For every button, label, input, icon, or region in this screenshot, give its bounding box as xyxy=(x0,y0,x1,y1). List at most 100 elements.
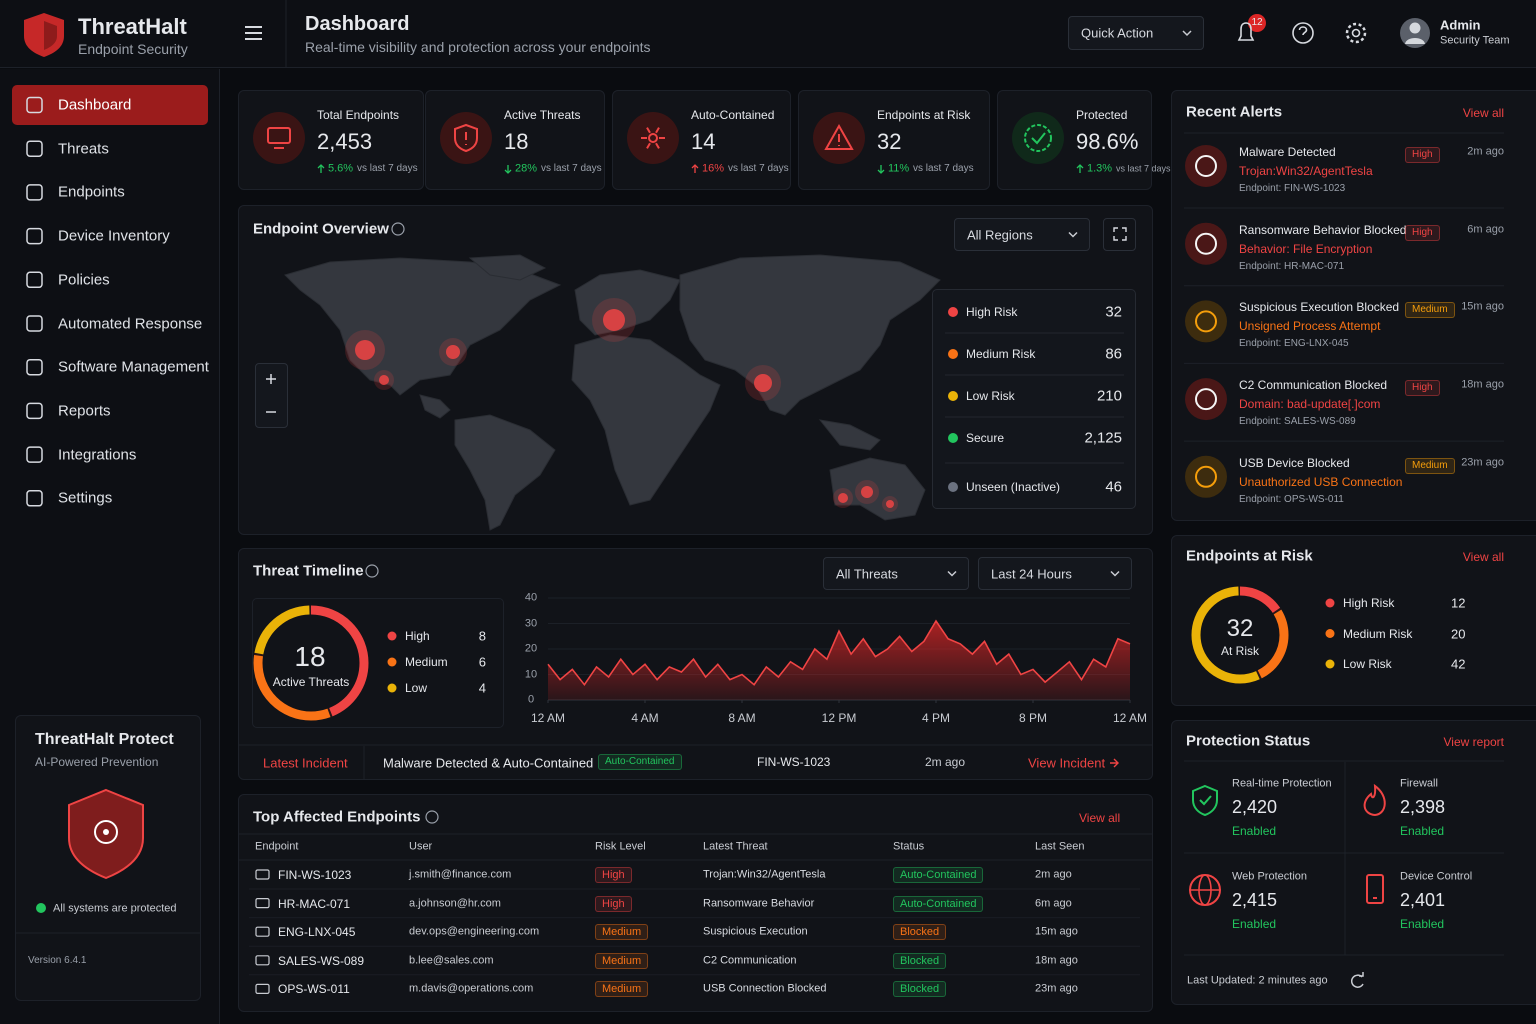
view-report[interactable]: View report xyxy=(1443,735,1504,749)
alert-detail: Trojan:Win32/AgentTesla xyxy=(1239,164,1373,178)
y-tick-label: 0 xyxy=(527,693,535,706)
refresh-icon xyxy=(1359,972,1364,977)
nav-item[interactable]: Threats xyxy=(58,140,109,158)
dropdown-label[interactable]: All Threats xyxy=(836,566,898,581)
badge-label: High xyxy=(1412,226,1433,238)
icon xyxy=(1031,132,1046,145)
dropdown[interactable] xyxy=(978,557,1132,590)
nav-item[interactable]: Dashboard xyxy=(58,96,132,114)
badge: Blocked xyxy=(893,952,947,969)
legend-dot xyxy=(1325,629,1335,638)
stat-value: 18 xyxy=(504,129,529,154)
stat-label: Endpoints at Risk xyxy=(877,108,971,122)
alert-detail: Unsigned Process Attempt xyxy=(1239,319,1381,334)
trend-arrow xyxy=(317,164,325,169)
chevron xyxy=(1182,30,1192,37)
nav-item[interactable]: Integrations xyxy=(58,446,137,464)
endpoint-threat: Suspicious Execution xyxy=(703,925,808,938)
dropdown[interactable] xyxy=(823,557,969,590)
legend-dot xyxy=(387,683,397,693)
alert-title: C2 Communication Blocked xyxy=(1239,378,1388,393)
stat-icon-bg xyxy=(627,112,679,164)
panel-title: Recent Alerts xyxy=(1186,103,1283,121)
dropdown[interactable] xyxy=(1068,16,1204,50)
panel-title: Endpoints at Risk xyxy=(1186,547,1313,565)
donut-total: 32 xyxy=(1226,615,1254,642)
x-tick-label: 8 AM xyxy=(728,711,756,725)
endpoint-user: m.davis@operations.com xyxy=(409,982,534,995)
x-tick-label: 12 AM xyxy=(1112,711,1148,725)
protection-label: Firewall xyxy=(1400,777,1438,790)
icon xyxy=(824,123,854,150)
badge: High xyxy=(1405,380,1440,397)
alert-endpoint: Endpoint: OPS-WS-011 xyxy=(1239,493,1344,505)
view-incident[interactable]: View Incident xyxy=(1028,755,1106,771)
icon xyxy=(655,142,660,149)
nav-icon xyxy=(26,184,43,201)
donut-segment xyxy=(1191,586,1289,684)
x-tick-label: 12 AM xyxy=(530,711,566,725)
view-all[interactable]: View all xyxy=(1462,106,1504,120)
icon xyxy=(267,127,291,144)
alert-icon-bg xyxy=(1185,222,1227,265)
protection-status: Enabled xyxy=(1232,824,1277,838)
badge-label: Auto-Contained xyxy=(605,756,675,767)
alert-endpoint: Endpoint: HR-MAC-071 xyxy=(1239,260,1345,272)
nav-item[interactable]: Reports xyxy=(58,402,111,420)
dropdown-label[interactable]: Last 24 Hours xyxy=(991,566,1072,581)
expand-button[interactable] xyxy=(1103,218,1136,251)
legend-value: 86 xyxy=(1105,345,1122,363)
protection-value: 2,420 xyxy=(1232,797,1278,817)
legend-dot xyxy=(1325,659,1335,669)
badge-label: Blocked xyxy=(900,983,940,996)
notification-badge xyxy=(1248,14,1266,32)
nav-active xyxy=(12,85,208,125)
view-all[interactable]: View all xyxy=(1462,550,1504,564)
protection-value: 2,401 xyxy=(1400,890,1446,910)
zoom-control[interactable] xyxy=(255,363,288,428)
endpoint-name: FIN-WS-1023 xyxy=(278,868,352,882)
nav-icon xyxy=(26,227,43,245)
nav-item[interactable]: Settings xyxy=(58,489,113,507)
nav-item[interactable]: Device Inventory xyxy=(58,227,170,245)
legend-dot xyxy=(387,657,397,667)
badge-label: Medium xyxy=(1412,304,1448,316)
nav-icon xyxy=(26,271,43,289)
endpoint-name: OPS-WS-011 xyxy=(278,982,350,997)
endpoint-user: j.smith@finance.com xyxy=(409,868,512,881)
map-hotspot xyxy=(838,493,848,503)
nav-item[interactable]: Automated Response xyxy=(58,315,203,332)
promo-target xyxy=(103,829,109,835)
map-hotspot xyxy=(886,500,894,508)
view-all[interactable]: View all xyxy=(1079,811,1121,825)
dropdown[interactable] xyxy=(954,218,1090,251)
alert-time: 18m ago xyxy=(1461,378,1504,391)
alert-icon xyxy=(1195,232,1217,255)
map-hotspot xyxy=(603,309,625,331)
donut-total: 18 xyxy=(294,641,326,672)
legend-value: 20 xyxy=(1451,626,1466,641)
dropdown-label[interactable]: All Regions xyxy=(967,227,1033,242)
alert-endpoint: Endpoint: SALES-WS-089 xyxy=(1239,416,1356,428)
legend-value: 32 xyxy=(1105,303,1122,321)
nav-item[interactable]: Policies xyxy=(58,271,110,289)
alerts-panel xyxy=(1171,90,1536,521)
endpoint-last-seen: 15m ago xyxy=(1035,925,1078,938)
dropdown-label[interactable]: Quick Action xyxy=(1081,25,1154,41)
endpoint-last-seen: 6m ago xyxy=(1035,897,1072,910)
legend-value: 42 xyxy=(1451,656,1466,672)
y-tick-label: 20 xyxy=(524,642,538,655)
nav-item[interactable]: Endpoints xyxy=(58,183,125,201)
y-tick-label: 30 xyxy=(524,617,538,629)
nav-item[interactable]: Software Management xyxy=(58,358,209,376)
protection-label: Device Control xyxy=(1400,870,1473,883)
legend-value: 4 xyxy=(478,680,486,696)
legend-dot xyxy=(387,631,397,641)
endpoint-name: SALES-WS-089 xyxy=(278,953,365,968)
avatar xyxy=(1409,22,1421,34)
chevron xyxy=(1110,570,1120,577)
badge-label: High xyxy=(1412,382,1433,394)
column-header: Status xyxy=(893,840,925,853)
badge: Auto-Contained xyxy=(893,895,984,912)
trend-arrow xyxy=(504,169,512,174)
